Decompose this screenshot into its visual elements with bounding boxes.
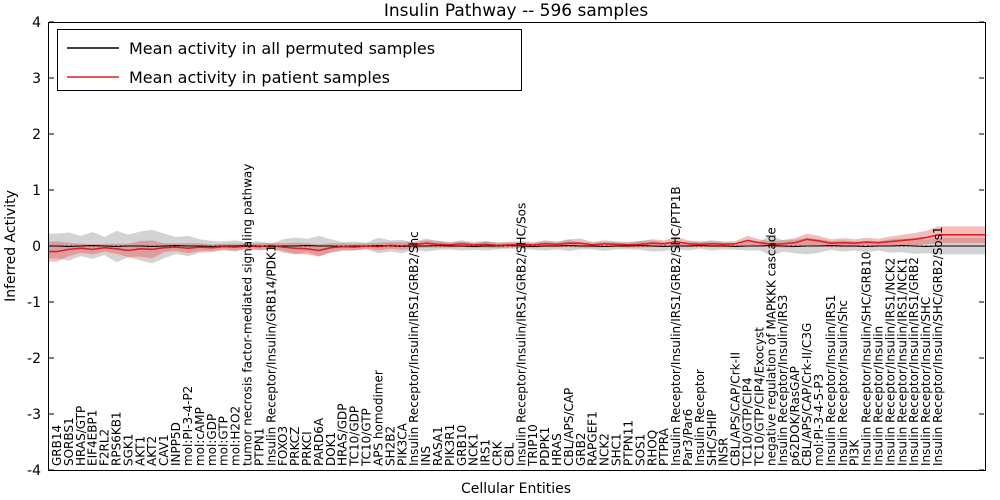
x-tick-label: NCK1 <box>467 433 481 466</box>
x-tick-label: APS homodimer <box>371 370 385 466</box>
x-tick-label: RPS6KB1 <box>110 411 124 466</box>
x-tick-label: CAV1 <box>157 434 171 466</box>
x-tick-label: EIF4EBP1 <box>86 410 100 466</box>
y-axis-label: Inferred Activity <box>3 190 19 302</box>
x-tick-label: Insulin Receptor/Insulin/SHC/GRB10 <box>860 252 874 466</box>
x-tick-label: NCK2 <box>598 433 612 466</box>
x-tick-label: SGK1 <box>121 434 135 466</box>
x-tick-label: IRS1 <box>479 439 493 466</box>
x-tick-label: Insulin Receptor/Insulin/IRS1/NCK1 <box>895 258 909 466</box>
x-tick-label: p62DOK/RasGAP <box>788 366 802 466</box>
x-tick-label: SH2B2 <box>383 426 397 466</box>
legend-label-permuted: Mean activity in all permuted samples <box>129 39 435 58</box>
x-tick-label: PTPN1 <box>252 428 266 466</box>
legend-box <box>57 29 522 91</box>
x-tick-label: TC10/GTP/CIP4/Exocyst <box>752 327 766 467</box>
x-tick-label: HRAS/GTP <box>74 406 88 466</box>
plot-area: -4 -3 -2 -1 0 1 2 3 4 GRB14SORBS1HRAS/GTPEIF4EBP1… <box>27 15 986 479</box>
x-axis-label: Cellular Entities <box>461 481 571 497</box>
x-tick-label: TRIP10 <box>526 424 540 467</box>
x-tick-label: F2RL2 <box>98 429 112 466</box>
x-tick-label: PI3K <box>848 439 862 466</box>
y-tick-label: -4 <box>27 463 41 479</box>
x-tick-label: Insulin Receptor/Insulin/IRS1/NCK2 <box>883 258 897 466</box>
legend: Mean activity in all permuted samples Me… <box>57 29 522 91</box>
patient-mean-line <box>48 234 985 253</box>
x-tick-label: tumor necrosis factor-mediated signaling… <box>241 164 255 466</box>
x-tick-label: SHC1 <box>610 433 624 466</box>
x-tick-label: Par3/Par6 <box>681 409 695 466</box>
x-tick-label: AKT2 <box>145 436 159 466</box>
x-tick-label: CBL/APS/CAP/Crk-II <box>729 352 743 466</box>
x-tick-label: Insulin Receptor/Insulin/IRS1/GRB2/SHC/P… <box>669 186 683 466</box>
x-tick-label: mol:PI-3-4-P2 <box>181 386 195 466</box>
x-tick-label: Insulin Receptor/Insulin/IRS1 <box>824 295 838 466</box>
x-tick-label: PTPN11 <box>622 420 636 466</box>
legend-label-patient: Mean activity in patient samples <box>129 68 390 87</box>
x-tick-label: GRB2 <box>574 432 588 466</box>
x-tick-label: CRK <box>491 440 505 466</box>
x-tick-label: mol:GDP <box>205 414 219 466</box>
y-tick-label: 3 <box>32 71 41 87</box>
x-tick-label: SOS1 <box>633 434 647 466</box>
x-tick-label: INSR <box>717 438 731 466</box>
x-tick-label: RASA1 <box>431 426 445 466</box>
x-tick-label: PTPRA <box>657 427 671 466</box>
x-tick-label: INS <box>419 446 433 466</box>
x-tick-label: SORBS1 <box>62 417 76 466</box>
x-tick-label: TC10/GTP/CIP4 <box>741 377 755 467</box>
permuted-band <box>48 229 985 264</box>
chart-title: Insulin Pathway -- 596 samples <box>384 1 649 21</box>
x-tick-label: CBL/APS/CAP <box>562 388 576 466</box>
x-tick-label: Insulin Receptor/Insulin/SHC <box>919 297 933 466</box>
y-tick-label: 2 <box>32 127 41 143</box>
x-tick-label: mol:cAMP <box>193 407 207 466</box>
x-tick-label: PRKCZ <box>288 427 302 466</box>
x-tick-label: GRB10 <box>455 425 469 466</box>
x-tick-label: RAPGEF1 <box>586 411 600 466</box>
x-tick-label: Insulin Receptor/Insulin/IRS1/GRB2/Shc <box>407 231 421 466</box>
x-tick-label: RHOQ <box>645 430 659 466</box>
x-tick-label: mol:H2O2 <box>229 406 243 466</box>
x-tick-label: Insulin Receptor/Insulin/IRS1/GRB2 <box>907 257 921 466</box>
x-tick-label: PIK3CA <box>395 422 409 466</box>
x-tick-label: Insulin Receptor/Insulin/SHC/GRB2/Sos1 <box>931 226 945 466</box>
x-tick-label: PARD6A <box>312 417 326 466</box>
x-tick-label: PDPK1 <box>538 427 552 466</box>
x-tick-label: negative regulation of MAPKKK cascade <box>764 227 778 466</box>
x-tick-label: AKT1 <box>133 436 147 466</box>
y-tick-label: 0 <box>32 239 41 255</box>
x-tick-label: Insulin Receptor/Insulin/GRB14/PDK1 <box>264 245 278 466</box>
x-tick-label: SHC/SHIP <box>705 410 719 466</box>
x-tick-label: PRKCI <box>300 431 314 466</box>
x-tick-label: Insulin Receptor/Insulin <box>872 326 886 466</box>
x-tick-label: HRAS/GDP <box>336 403 350 466</box>
x-tick-label: CBL/APS/CAP/Crk-II/C3G <box>800 323 814 466</box>
y-tick-label: 1 <box>32 183 41 199</box>
y-tick-label: -2 <box>27 351 41 367</box>
plot-border <box>48 22 986 471</box>
x-tick-label: mol:GTP <box>217 416 231 466</box>
x-tick-label: TC10/GDP <box>348 406 362 467</box>
x-tick-label: mol:PI-3-4-5-P3 <box>812 374 826 466</box>
x-tick-label: FOXO3 <box>276 426 290 466</box>
y-tick-label: 4 <box>32 15 41 31</box>
x-tick-label: HRAS <box>550 433 564 466</box>
x-tick-label: Insulin Receptor/Insulin/Shc <box>836 300 850 466</box>
y-tick-label: -3 <box>27 407 41 423</box>
x-tick-label: Insulin Receptor/Insulin/IRS1/GRB2/SHC/S… <box>514 203 528 466</box>
x-tick-label: Insulin Receptor <box>693 369 707 466</box>
x-tick-label: TC10/GTP <box>360 408 374 467</box>
y-tick-label: -1 <box>27 295 41 311</box>
x-tick-label: Insulin Receptor/Insulin/IRS3 <box>776 295 790 466</box>
x-tick-label: DOK1 <box>324 432 338 466</box>
x-tick-label: CBL <box>502 442 516 466</box>
x-tick-label: PIK3R1 <box>443 424 457 466</box>
x-tick-label: GRB14 <box>50 425 64 466</box>
x-tick-label: INPP5D <box>169 422 183 466</box>
